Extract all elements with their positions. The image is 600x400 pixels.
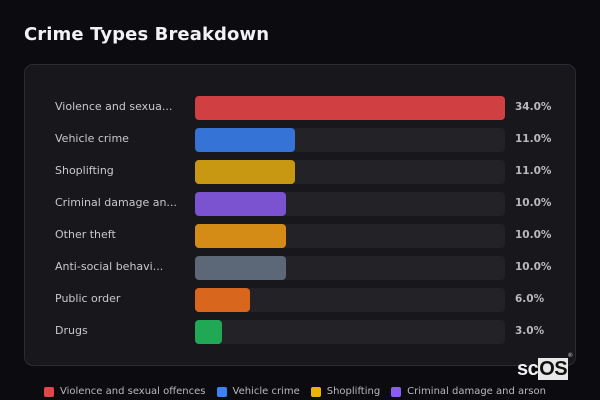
bar-row: Drugs 3.0%	[25, 320, 575, 344]
bar-fill[interactable]	[195, 224, 287, 248]
logo-prefix: sc	[517, 358, 539, 380]
bar-row: Vehicle crime 11.0%	[25, 128, 575, 152]
bar-track	[195, 128, 505, 152]
bar-track	[195, 96, 505, 120]
bar-fill[interactable]	[195, 128, 296, 152]
bar-value: 10.0%	[515, 261, 552, 273]
scos-logo: scOS®	[517, 353, 573, 381]
bar-value: 6.0%	[515, 293, 545, 305]
bar-fill[interactable]	[195, 256, 287, 280]
bar-value: 11.0%	[515, 165, 552, 177]
registered-mark: ®	[568, 353, 573, 360]
chart-legend: Violence and sexual offences Vehicle cri…	[44, 386, 546, 397]
bar-value: 10.0%	[515, 229, 552, 241]
legend-label: Criminal damage and arson	[407, 386, 546, 397]
bar-row: Violence and sexua... 34.0%	[25, 96, 575, 120]
bar-row: Criminal damage an... 10.0%	[25, 192, 575, 216]
bar-value: 10.0%	[515, 197, 552, 209]
bar-label: Shoplifting	[55, 164, 114, 177]
bar-track	[195, 288, 505, 312]
bar-track	[195, 256, 505, 280]
chart-card: Violence and sexua... 34.0% Vehicle crim…	[24, 64, 576, 366]
bar-label: Other theft	[55, 228, 116, 241]
legend-swatch	[216, 386, 227, 397]
bar-value: 11.0%	[515, 133, 552, 145]
bar-fill[interactable]	[195, 96, 505, 120]
legend-label: Violence and sexual offences	[60, 386, 206, 397]
bar-row: Anti-social behavi... 10.0%	[25, 256, 575, 280]
logo-boxed: OS	[538, 358, 569, 380]
bar-track	[195, 192, 505, 216]
legend-item[interactable]: Vehicle crime	[216, 386, 300, 397]
bar-label: Anti-social behavi...	[55, 260, 164, 273]
bar-row: Other theft 10.0%	[25, 224, 575, 248]
bar-label: Drugs	[55, 324, 88, 337]
legend-label: Vehicle crime	[232, 386, 300, 397]
legend-swatch	[44, 386, 54, 397]
bar-fill[interactable]	[195, 320, 223, 344]
bar-row: Public order 6.0%	[25, 288, 575, 312]
legend-label: Shoplifting	[326, 386, 381, 397]
legend-swatch	[391, 386, 402, 397]
bar-track	[195, 160, 505, 184]
legend-item[interactable]: Shoplifting	[310, 386, 381, 397]
bar-value: 3.0%	[515, 325, 545, 337]
legend-item[interactable]: Violence and sexual offences	[44, 386, 206, 397]
chart-title: Crime Types Breakdown	[24, 24, 270, 45]
bar-label: Violence and sexua...	[55, 100, 173, 113]
bar-row: Shoplifting 11.0%	[25, 160, 575, 184]
bar-label: Criminal damage an...	[55, 196, 177, 209]
legend-item[interactable]: Criminal damage and arson	[391, 386, 546, 397]
bar-fill[interactable]	[195, 160, 296, 184]
bar-label: Public order	[55, 292, 121, 305]
bar-label: Vehicle crime	[55, 132, 129, 145]
bar-track	[195, 224, 505, 248]
bar-fill[interactable]	[195, 192, 287, 216]
legend-swatch	[310, 386, 321, 397]
bar-value: 34.0%	[515, 101, 552, 113]
bar-track	[195, 320, 505, 344]
bar-fill[interactable]	[195, 288, 250, 312]
